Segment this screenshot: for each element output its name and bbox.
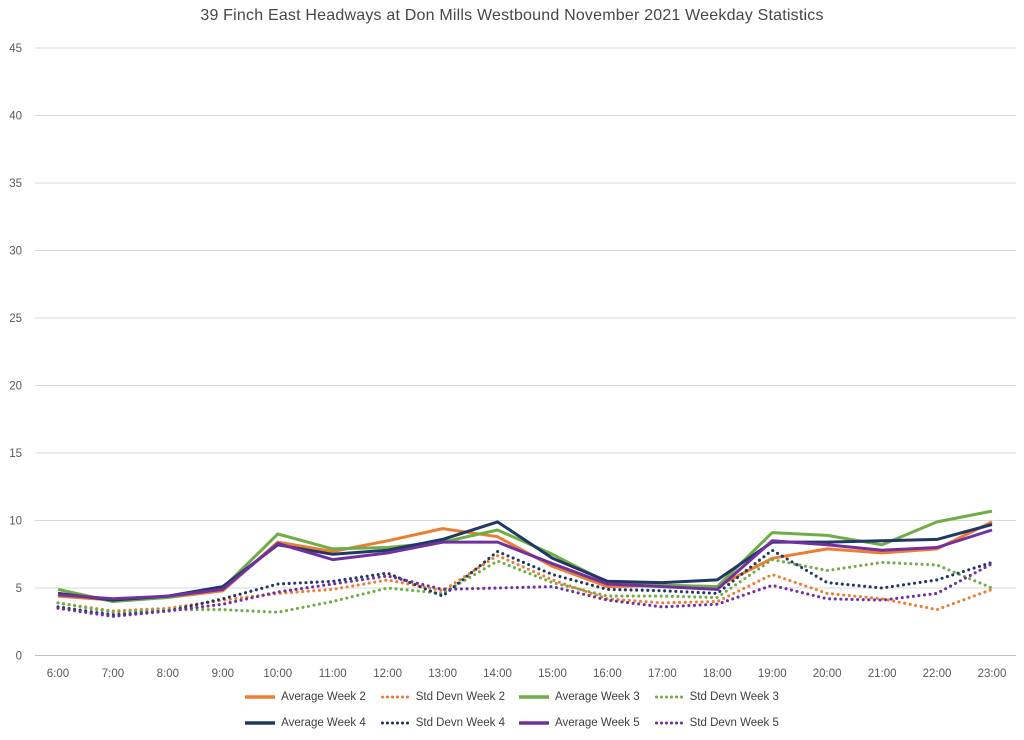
- dotted-line-swatch: [380, 694, 410, 700]
- y-tick-label: 25: [9, 313, 22, 325]
- dotted-line-swatch: [380, 720, 410, 726]
- legend-item-std-devn-week-3: Std Devn Week 3: [654, 691, 779, 703]
- x-tick-label: 15:00: [538, 668, 567, 680]
- x-tick-label: 14:00: [483, 668, 512, 680]
- legend-label: Std Devn Week 5: [689, 717, 779, 729]
- x-tick-label: 18:00: [703, 668, 732, 680]
- x-tick-label: 20:00: [813, 668, 842, 680]
- x-tick-label: 23:00: [978, 668, 1007, 680]
- y-tick-label: 15: [9, 448, 22, 460]
- y-tick-label: 20: [9, 381, 22, 393]
- x-tick-label: 7:00: [102, 668, 124, 680]
- solid-line-swatch: [245, 694, 276, 700]
- x-tick-label: 21:00: [868, 668, 897, 680]
- y-tick-label: 30: [9, 246, 22, 258]
- dotted-line-swatch: [654, 694, 684, 700]
- x-tick-label: 12:00: [373, 668, 402, 680]
- legend-label: Average Week 2: [281, 691, 366, 703]
- solid-line-swatch: [245, 720, 276, 726]
- x-tick-label: 6:00: [47, 668, 69, 680]
- series-line-std-devn-week-3: [56, 558, 994, 614]
- chart-legend: Average Week 2 Std Devn Week 2 Average Wee…: [0, 684, 1024, 736]
- y-tick-label: 0: [16, 651, 22, 663]
- legend-row-1: Average Week 2 Std Devn Week 2 Average Wee…: [0, 684, 1024, 710]
- y-tick-label: 40: [9, 111, 22, 123]
- legend-item-average-week-3: Average Week 3: [519, 691, 640, 703]
- legend-label: Std Devn Week 4: [415, 717, 505, 729]
- legend-row-2: Average Week 4 Std Devn Week 4 Average Wee…: [0, 710, 1024, 736]
- y-tick-label: 10: [9, 516, 22, 528]
- legend-label: Average Week 4: [281, 717, 366, 729]
- x-tick-label: 11:00: [319, 668, 347, 680]
- x-tick-label: 16:00: [593, 668, 622, 680]
- y-tick-label: 45: [9, 43, 22, 55]
- x-tick-label: 22:00: [923, 668, 952, 680]
- series-line-average-week-5: [57, 528, 993, 601]
- legend-item-average-week-5: Average Week 5: [519, 717, 640, 729]
- legend-item-std-devn-week-2: Std Devn Week 2: [380, 691, 505, 703]
- legend-item-std-devn-week-5: Std Devn Week 5: [654, 717, 779, 729]
- x-tick-label: 8:00: [157, 668, 179, 680]
- solid-line-swatch: [519, 694, 549, 700]
- legend-label: Average Week 3: [555, 691, 640, 703]
- plot-area: 0 5 10 15 20 25 30 35 40 45 6:00 7:00 8:00 9:00 10:00 1…: [9, 43, 1016, 680]
- legend-item-std-devn-week-4: Std Devn Week 4: [380, 717, 505, 729]
- legend-label: Std Devn Week 3: [689, 691, 779, 703]
- legend-item-average-week-2: Average Week 2: [245, 691, 366, 703]
- x-tick-label: 13:00: [428, 668, 457, 680]
- series-line-std-devn-week-2: [56, 554, 994, 613]
- series-line-std-devn-week-4: [56, 548, 994, 617]
- y-tick-label: 5: [16, 583, 22, 595]
- x-tick-label: 10:00: [263, 668, 292, 680]
- dotted-line-swatch: [654, 720, 684, 726]
- legend-label: Average Week 5: [555, 717, 640, 729]
- series-line-std-devn-week-5: [56, 562, 994, 618]
- y-tick-label: 35: [9, 178, 22, 190]
- x-tick-label: 17:00: [648, 668, 677, 680]
- series-line-average-week-4: [57, 520, 993, 602]
- solid-line-swatch: [519, 720, 549, 726]
- legend-item-average-week-4: Average Week 4: [245, 717, 366, 729]
- chart-title: 39 Finch East Headways at Don Mills West…: [200, 7, 824, 24]
- legend-label: Std Devn Week 2: [415, 691, 505, 703]
- x-tick-label: 19:00: [758, 668, 787, 680]
- x-tick-label: 9:00: [212, 668, 234, 680]
